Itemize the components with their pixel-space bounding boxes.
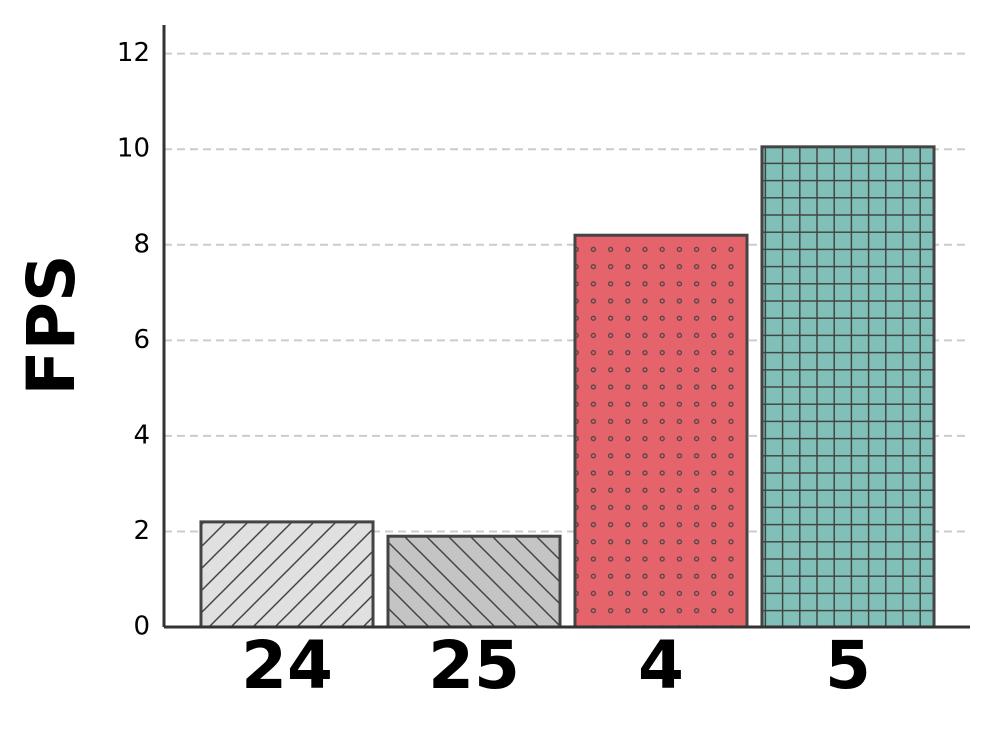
x-tick-label: 24 <box>241 627 333 704</box>
bar <box>760 145 936 629</box>
x-tick-label: 25 <box>428 627 520 704</box>
y-tick-label: 2 <box>133 516 150 546</box>
y-axis-label: FPS <box>13 255 90 396</box>
y-tick-label: 4 <box>133 420 150 450</box>
bar <box>573 233 749 629</box>
x-tick-label: 5 <box>825 627 871 704</box>
y-tick-label: 0 <box>133 612 150 642</box>
x-tick-label: 4 <box>638 627 684 704</box>
bar <box>199 520 375 629</box>
y-tick-label: 8 <box>133 229 150 259</box>
bar <box>386 534 562 629</box>
y-tick-label: 6 <box>133 325 150 355</box>
y-tick-label: 12 <box>117 38 150 68</box>
y-tick-label: 10 <box>117 134 150 164</box>
